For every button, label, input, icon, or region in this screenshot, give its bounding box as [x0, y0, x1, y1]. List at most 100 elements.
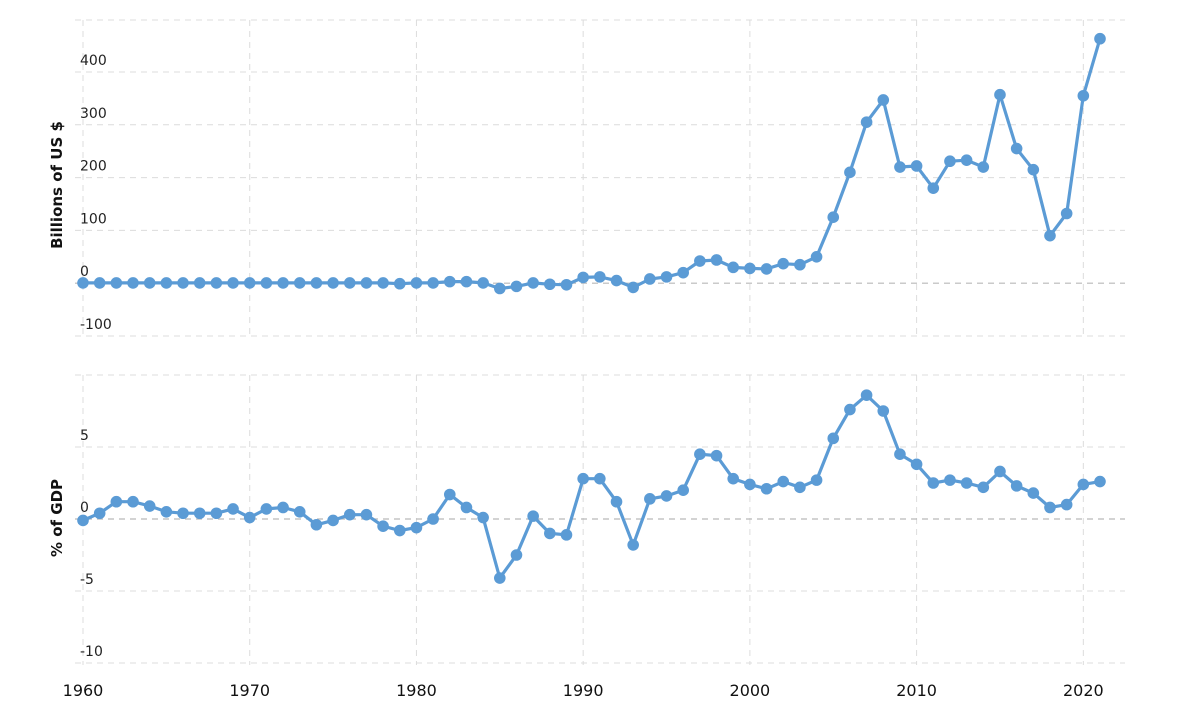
x-tick-label-1970: 1970	[229, 681, 270, 700]
data-point-1993	[627, 281, 639, 294]
data-point-1978	[377, 520, 389, 532]
data-point-1997	[694, 448, 706, 461]
series-billions	[77, 32, 1106, 295]
data-point-1990	[577, 472, 589, 485]
data-point-1960	[77, 277, 89, 289]
data-point-1960	[77, 514, 89, 527]
data-point-1965	[160, 277, 173, 289]
data-point-1963	[127, 277, 139, 289]
series-line	[81, 393, 1102, 580]
data-point-1977	[360, 508, 373, 521]
x-tick-label-2000: 2000	[730, 681, 771, 700]
y-tick-label: 0	[80, 500, 89, 516]
data-point-2018	[1044, 501, 1056, 514]
data-point-2000	[744, 478, 756, 491]
data-point-2016	[1010, 480, 1023, 492]
y-tick-labels: 5 0 -5 -10	[80, 428, 103, 660]
y-axis-title: % of GDP	[48, 479, 66, 557]
data-point-1991	[594, 271, 606, 283]
data-point-2003	[794, 481, 806, 494]
y-tick-label: -100	[80, 317, 112, 333]
data-point-2011	[927, 477, 940, 489]
data-point-2019	[1060, 207, 1073, 220]
data-point-1998	[710, 254, 723, 266]
data-point-2005	[827, 211, 840, 223]
data-point-1993	[627, 539, 639, 551]
panel-billions: 400 300 200 100 0 -100 Billions of US $	[48, 19, 1125, 337]
data-point-2005	[827, 432, 840, 445]
y-tick-label: 5	[80, 428, 89, 444]
data-point-2013	[960, 154, 973, 166]
data-point-2010	[910, 458, 923, 471]
data-point-1972	[277, 277, 289, 289]
data-point-2017	[1027, 487, 1040, 499]
data-point-1961	[93, 277, 106, 289]
data-point-1974	[310, 277, 323, 289]
data-point-2002	[777, 257, 790, 270]
data-point-1985	[494, 282, 506, 295]
data-point-1988	[544, 527, 556, 540]
horizontal-gridlines	[75, 19, 1125, 337]
y-axis-title: Billions of US $	[48, 121, 66, 249]
data-point-1994	[644, 273, 656, 285]
data-point-1973	[293, 506, 306, 518]
data-point-1987	[527, 510, 539, 522]
data-point-1967	[193, 277, 206, 289]
data-point-1966	[177, 277, 189, 289]
data-point-1997	[694, 255, 706, 267]
data-point-2004	[810, 474, 823, 486]
data-point-2001	[760, 263, 773, 275]
y-tick-label: 100	[80, 211, 107, 227]
data-point-1976	[343, 277, 356, 289]
data-point-1968	[210, 507, 223, 520]
data-point-2009	[894, 161, 906, 173]
data-point-1986	[510, 549, 523, 561]
data-point-2018	[1044, 229, 1056, 242]
data-point-2001	[760, 482, 773, 495]
y-tick-labels: 400 300 200 100 0 -100	[80, 53, 112, 333]
y-tick-label: 0	[80, 264, 89, 280]
data-point-1995	[660, 271, 673, 283]
data-point-2009	[894, 448, 906, 461]
data-point-2010	[910, 160, 923, 172]
data-point-1967	[193, 507, 206, 520]
y-tick-label: 200	[80, 159, 107, 175]
data-point-1965	[160, 506, 173, 518]
data-point-1992	[610, 274, 623, 287]
data-point-1971	[260, 503, 273, 515]
data-point-1975	[327, 514, 339, 527]
data-point-2015	[994, 88, 1006, 101]
y-tick-label: 300	[80, 106, 107, 122]
data-point-1999	[727, 261, 740, 274]
x-tick-label-1960: 1960	[63, 681, 104, 700]
data-point-2002	[777, 475, 790, 488]
data-point-1973	[293, 277, 306, 289]
data-point-2020	[1077, 478, 1090, 491]
data-point-2014	[977, 481, 990, 494]
data-point-1987	[527, 277, 539, 289]
data-point-1962	[110, 277, 123, 289]
data-point-2011	[927, 182, 940, 194]
y-tick-label: -10	[80, 644, 103, 660]
data-point-1961	[93, 507, 106, 520]
data-point-1971	[260, 277, 273, 289]
data-point-2017	[1027, 163, 1040, 176]
data-point-2021	[1094, 32, 1106, 45]
data-point-1968	[210, 277, 223, 289]
data-point-1988	[544, 278, 556, 291]
data-point-2012	[944, 474, 956, 486]
data-point-1983	[460, 275, 473, 288]
data-point-1989	[560, 529, 573, 541]
data-point-2006	[844, 403, 856, 416]
data-point-1984	[477, 277, 489, 289]
data-point-1974	[310, 518, 323, 531]
x-tick-label-2010: 2010	[896, 681, 937, 700]
data-point-2012	[944, 155, 956, 168]
data-point-1970	[243, 511, 256, 524]
data-point-2021	[1094, 475, 1106, 488]
data-point-1989	[560, 278, 573, 291]
data-point-2015	[994, 465, 1006, 478]
data-point-1980	[410, 521, 423, 534]
panel-percent-gdp: 5 0 -5 -10 % of GDP	[48, 374, 1125, 665]
